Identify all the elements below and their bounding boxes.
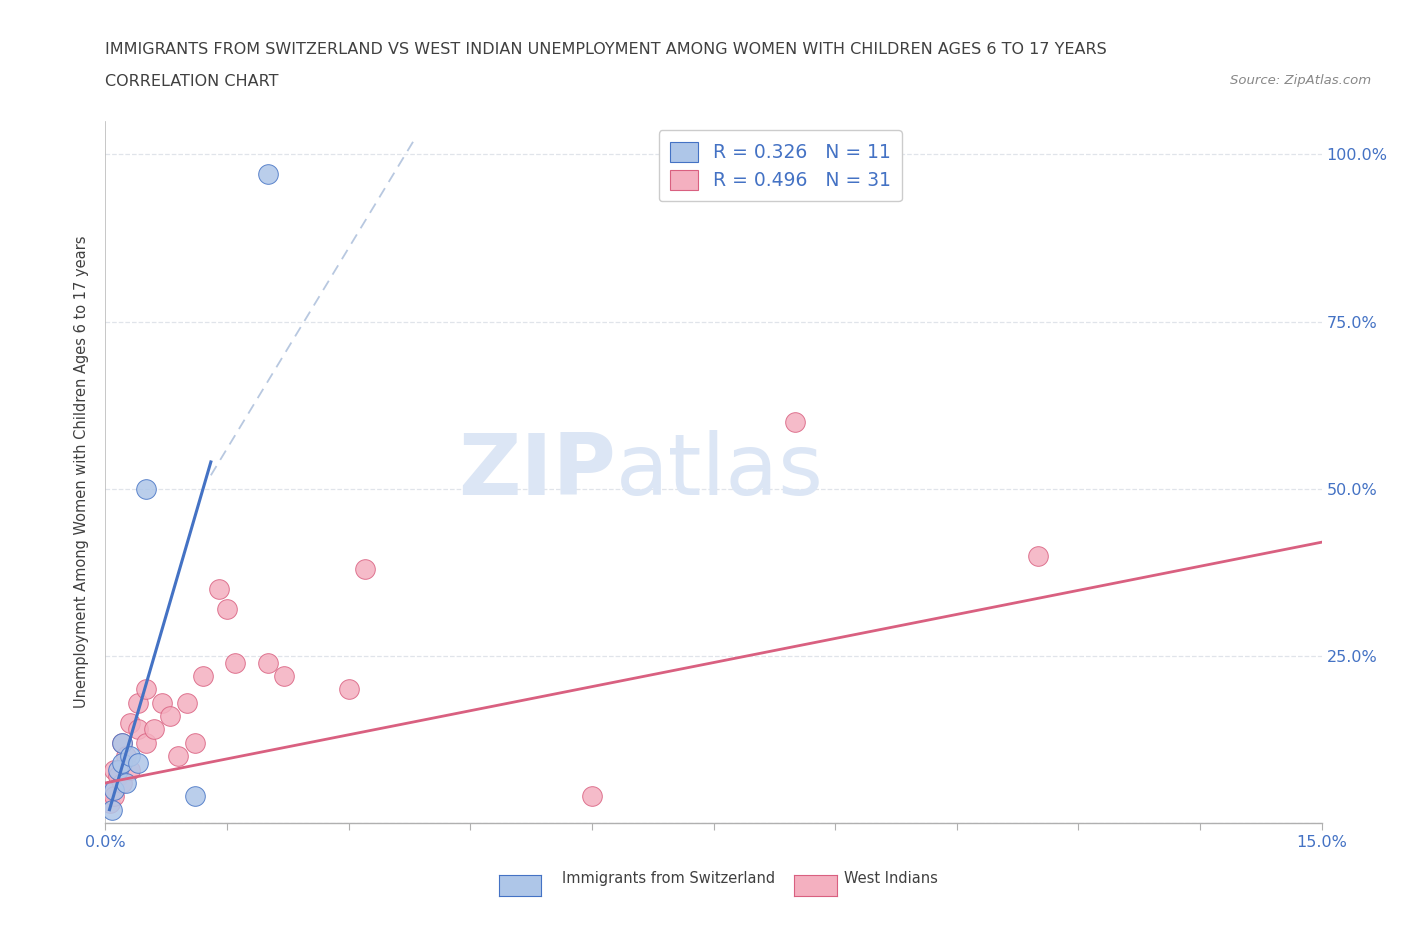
Point <box>256 167 278 182</box>
Point <box>167 749 190 764</box>
Point <box>208 581 231 596</box>
Point <box>176 696 198 711</box>
Point <box>103 789 125 804</box>
Point <box>143 722 166 737</box>
Point <box>183 736 205 751</box>
Point <box>127 755 149 770</box>
Point <box>101 782 124 797</box>
Point <box>783 415 806 430</box>
Point <box>135 736 157 751</box>
Point <box>127 722 149 737</box>
Point <box>118 749 141 764</box>
Point <box>114 749 136 764</box>
Legend: R = 0.326   N = 11, R = 0.496   N = 31: R = 0.326 N = 11, R = 0.496 N = 31 <box>658 130 903 201</box>
Point <box>256 655 278 670</box>
Point <box>581 789 603 804</box>
Point <box>217 602 239 617</box>
Point <box>159 709 181 724</box>
Point <box>114 776 136 790</box>
Point <box>111 736 134 751</box>
Point <box>101 803 124 817</box>
Point <box>98 795 121 810</box>
Point <box>191 669 214 684</box>
Text: atlas: atlas <box>616 431 824 513</box>
Point <box>107 769 129 784</box>
Point <box>107 762 129 777</box>
Text: ZIP: ZIP <box>458 431 616 513</box>
Point <box>111 736 134 751</box>
Point <box>1026 548 1049 563</box>
Point <box>111 776 134 790</box>
Y-axis label: Unemployment Among Women with Children Ages 6 to 17 years: Unemployment Among Women with Children A… <box>75 235 90 709</box>
Text: West Indians: West Indians <box>844 871 938 886</box>
Point <box>118 762 141 777</box>
Point <box>135 682 157 697</box>
Text: CORRELATION CHART: CORRELATION CHART <box>105 74 278 89</box>
Point <box>111 755 134 770</box>
Point <box>135 481 157 496</box>
Point <box>118 715 141 730</box>
Point <box>183 789 205 804</box>
Point <box>224 655 246 670</box>
Text: IMMIGRANTS FROM SWITZERLAND VS WEST INDIAN UNEMPLOYMENT AMONG WOMEN WITH CHILDRE: IMMIGRANTS FROM SWITZERLAND VS WEST INDI… <box>105 42 1107 57</box>
Point <box>103 762 125 777</box>
Point <box>127 696 149 711</box>
Point <box>150 696 173 711</box>
Text: Source: ZipAtlas.com: Source: ZipAtlas.com <box>1230 74 1371 87</box>
Text: Immigrants from Switzerland: Immigrants from Switzerland <box>562 871 776 886</box>
Point <box>103 782 125 797</box>
Point <box>354 562 377 577</box>
Point <box>273 669 295 684</box>
Point <box>337 682 360 697</box>
